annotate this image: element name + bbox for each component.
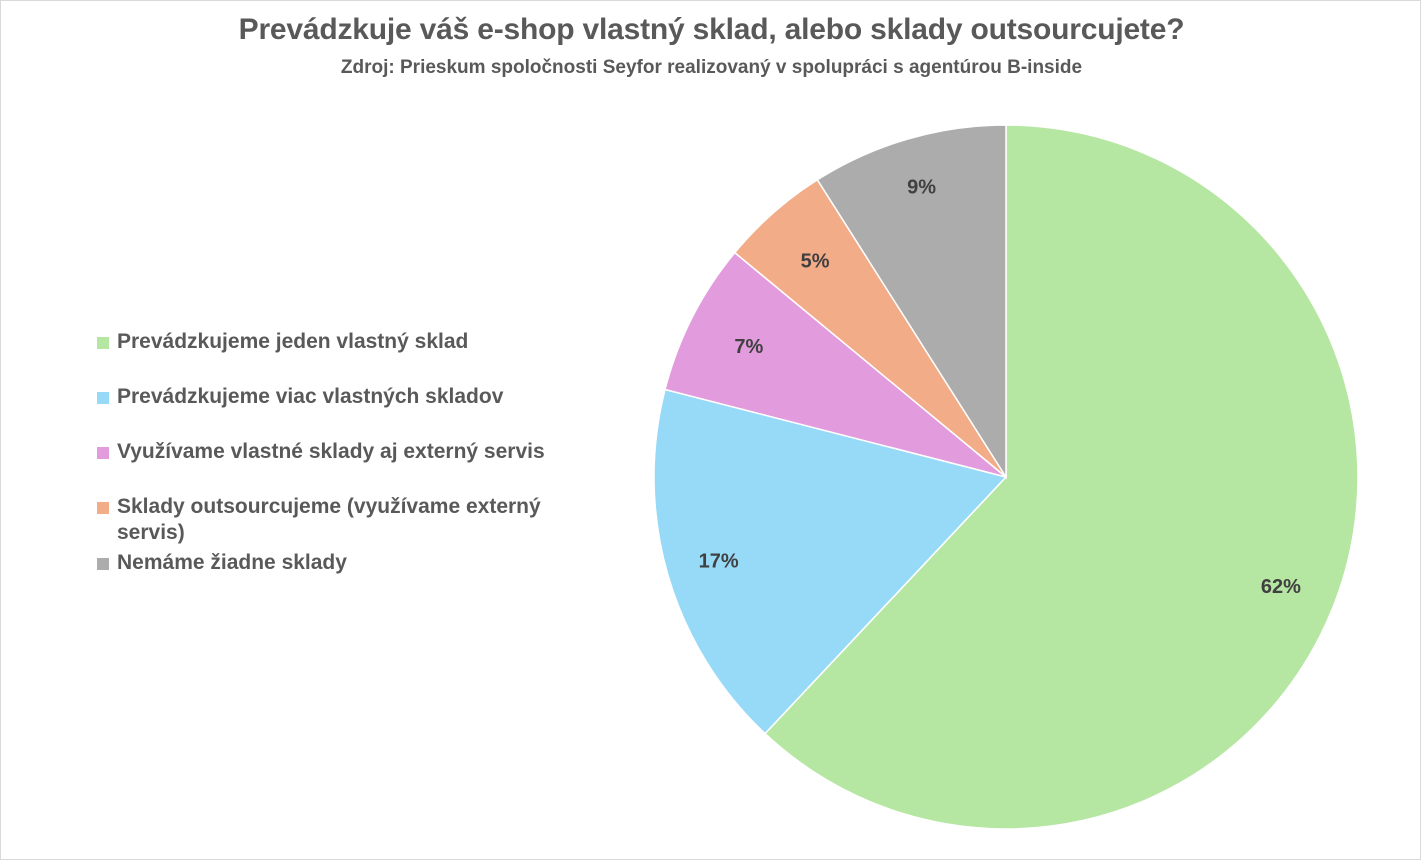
data-label: 62%	[1261, 576, 1301, 598]
legend-label: Prevádzkujeme viac vlastných skladov	[117, 385, 504, 408]
legend-item-own-and-external: Využívame vlastné sklady aj externý serv…	[97, 439, 577, 465]
legend-label: Využívame vlastné sklady aj externý serv…	[117, 440, 545, 463]
data-label: 5%	[801, 250, 830, 272]
chart-subtitle: Zdroj: Prieskum spoločnosti Seyfor reali…	[340, 57, 1083, 78]
legend-item-no-warehouse: Nemáme žiadne sklady	[97, 550, 577, 576]
slice-one-warehouse	[763, 124, 1359, 830]
legend-item-one-warehouse: Prevádzkujeme jeden vlastný sklad	[97, 329, 577, 355]
legend: Prevádzkujeme jeden vlastný sklad Prevád…	[97, 329, 577, 576]
slice-no-warehouse	[816, 124, 1007, 480]
legend-swatch	[97, 392, 109, 404]
legend-label: Prevádzkujeme jeden vlastný sklad	[117, 330, 469, 353]
legend-swatch	[97, 447, 109, 459]
data-label: 17%	[699, 550, 739, 572]
slice-own-and-external	[664, 251, 1007, 478]
data-label: 7%	[734, 336, 763, 358]
legend-item-outsourced: Sklady outsourcujeme (využívame externý …	[97, 494, 577, 546]
legend-swatch	[97, 502, 109, 514]
legend-label: Sklady outsourcujeme (využívame externý …	[117, 495, 541, 544]
legend-swatch	[97, 337, 109, 349]
legend-swatch	[97, 558, 109, 570]
slice-multiple-warehouses	[653, 388, 1008, 735]
data-label: 9%	[907, 176, 936, 198]
legend-item-multiple-warehouses: Prevádzkujeme viac vlastných skladov	[97, 384, 577, 410]
legend-label: Nemáme žiadne sklady	[117, 551, 347, 574]
chart-title: Prevádzkuje váš e-shop vlastný sklad, al…	[238, 13, 1185, 46]
